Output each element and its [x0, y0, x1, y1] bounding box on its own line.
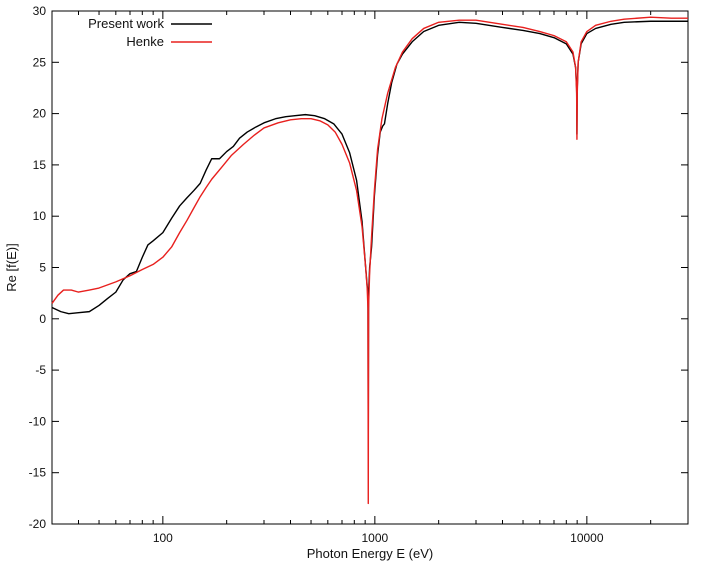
legend: Present work Henke: [88, 16, 212, 49]
ticks: [51, 10, 689, 525]
tick-labels: -20 -15 -10 -5 0 5 10 15 20 25 30 100 1000 10000: [29, 4, 604, 545]
y-tick-label: -20: [29, 517, 47, 531]
x-tick-label: 10000: [570, 531, 604, 545]
y-axis-title: Re [f(E)]: [4, 243, 19, 291]
series-lines: [51, 16, 688, 505]
x-tick-label: 1000: [361, 531, 388, 545]
y-tick-label: 25: [33, 55, 47, 69]
series-line-henke: [51, 16, 688, 505]
series-line-present-work: [51, 20, 688, 448]
legend-label-present-work: Present work: [88, 16, 164, 31]
x-tick-label: 100: [153, 531, 173, 545]
y-tick-label: 30: [33, 4, 47, 18]
legend-label-henke: Henke: [126, 34, 164, 49]
x-axis-title: Photon Energy E (eV): [307, 546, 433, 561]
y-tick-label: 20: [33, 107, 47, 121]
y-tick-label: 15: [33, 158, 47, 172]
y-tick-label: 5: [39, 261, 46, 275]
y-tick-label: -5: [35, 363, 46, 377]
y-tick-label: -15: [29, 466, 47, 480]
y-tick-label: -10: [29, 414, 47, 428]
y-tick-label: 10: [33, 209, 47, 223]
y-tick-label: 0: [39, 312, 46, 326]
